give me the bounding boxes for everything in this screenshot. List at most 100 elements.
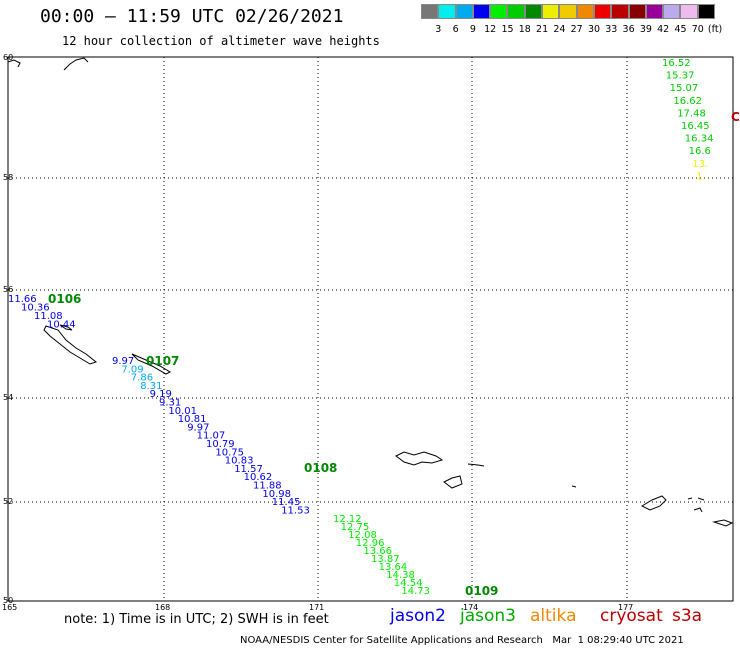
color-scale-swatches — [421, 4, 716, 19]
color-scale-label: 33 — [605, 24, 618, 35]
wave-height-value: 14.54 — [394, 578, 423, 589]
wave-height-value: 10.98 — [262, 489, 291, 500]
graticule — [8, 57, 733, 601]
wave-height-value: 11.88 — [253, 481, 282, 492]
pass-label-0106: 0106 — [48, 292, 81, 306]
color-scale-label: 27 — [570, 24, 583, 35]
legend-cryosat: cryosat — [600, 606, 663, 626]
color-swatch — [628, 4, 646, 19]
legend-s3a: s3a — [672, 606, 703, 626]
color-scale-label: 36 — [622, 24, 635, 35]
lon-label: 177 — [618, 603, 633, 612]
wave-height-value: 11.45 — [272, 497, 301, 508]
wave-height-value: 10.81 — [178, 414, 207, 425]
color-swatch — [524, 4, 543, 19]
legend-jason2: jason2 — [390, 606, 446, 626]
andreanof-2 — [693, 497, 705, 513]
color-scale-label: 6 — [452, 24, 459, 35]
wave-height-value: 7.86 — [131, 373, 153, 384]
wave-height-value: 10.36 — [21, 303, 50, 314]
wave-height-value: 9.97 — [112, 356, 134, 367]
color-swatch — [593, 4, 612, 19]
wave-height-value: 11.57 — [234, 464, 263, 475]
wave-height-value: 17.48 — [677, 108, 706, 119]
color-swatch — [663, 4, 681, 19]
wave-height-value: 10.79 — [206, 439, 235, 450]
wave-height-value: 16.45 — [681, 121, 710, 132]
color-scale-label: 70 — [691, 24, 704, 35]
lat-label: 56 — [3, 285, 13, 294]
wave-height-value: 14.38 — [386, 570, 415, 581]
color-scale-label: 30 — [587, 24, 601, 35]
lon-label: 171 — [309, 603, 324, 612]
color-swatch — [697, 4, 716, 19]
wave-height-value: 13.64 — [379, 562, 408, 573]
track-values: 11.6610.3611.0810.449.977.097.868.319.19… — [8, 58, 713, 597]
color-scale-label: 45 — [674, 24, 687, 35]
color-swatch — [611, 4, 629, 19]
wave-height-value: 15.37 — [666, 71, 695, 82]
color-scale-label: 12 — [484, 24, 497, 35]
wave-height-value: 9.97 — [187, 422, 209, 433]
wave-height-value: 13.87 — [371, 554, 400, 565]
pass-label-0108: 0108 — [304, 461, 337, 475]
wave-height-value: 10.44 — [47, 320, 76, 331]
legend-jason3: jason3 — [460, 606, 516, 626]
map-frame — [7, 56, 734, 602]
color-scale-label: 9 — [469, 24, 476, 35]
lat-label: 58 — [3, 173, 13, 182]
wave-height-value: 10.83 — [225, 456, 254, 467]
lon-label: 165 — [2, 603, 17, 612]
color-swatch — [576, 4, 594, 19]
lat-label: 54 — [3, 393, 13, 402]
wave-height-value: 12.12 — [333, 514, 362, 525]
wave-height-value: 11.07 — [197, 431, 226, 442]
page-subtitle: 12 hour collection of altimeter wave hei… — [62, 34, 380, 48]
rat-islands-1 — [467, 463, 485, 467]
medny-island — [59, 324, 73, 331]
kamchatka-coast — [7, 57, 89, 71]
lat-label: 52 — [3, 497, 13, 506]
lon-label: 168 — [155, 603, 170, 612]
wave-height-value: 15.07 — [670, 83, 699, 94]
wave-height-value: 8.31 — [140, 381, 162, 392]
wave-height-value: 14.73 — [401, 586, 430, 597]
color-scale-label: 24 — [553, 24, 566, 35]
color-scale-label: 39 — [639, 24, 652, 35]
wave-height-value: 12.75 — [341, 522, 370, 533]
color-scale: 3 6 9 12 15 18 21 24 27 30 33 36 39 42 45 70 (ft) — [421, 4, 722, 35]
wave-height-value: 11.08 — [34, 311, 63, 322]
color-swatch — [455, 4, 473, 19]
attu-coast — [395, 451, 444, 466]
color-scale-label: 15 — [501, 24, 514, 35]
color-swatch — [559, 4, 577, 19]
credit-line: NOAA/NESDIS Center for Satellite Applica… — [240, 635, 684, 646]
pass-label-c: C — [731, 110, 740, 124]
wave-height-value: 10.01 — [168, 406, 197, 417]
wave-height-value: 10.62 — [244, 472, 273, 483]
color-scale-label: (ft) — [707, 24, 723, 35]
andreanof-3 — [712, 519, 734, 527]
footer-note: note: 1) Time is in UTC; 2) SWH is in fe… — [64, 612, 329, 627]
color-scale-label: 3 — [435, 24, 442, 35]
color-scale-label: 18 — [518, 24, 531, 35]
wave-height-value: 10.75 — [215, 447, 244, 458]
near-islands — [131, 353, 172, 375]
lat-label: 60 — [3, 53, 13, 62]
rat-islands-2 — [443, 475, 463, 489]
wave-height-value: 9.19 — [150, 389, 172, 400]
coastlines — [7, 57, 734, 527]
bering-island — [43, 325, 98, 365]
color-swatch — [507, 4, 525, 19]
wave-height-value: 9.31 — [159, 398, 181, 409]
color-swatch — [680, 4, 698, 19]
lat-label: 50 — [3, 596, 13, 605]
pass-label-0109: 0109 — [465, 584, 498, 598]
color-swatch — [421, 4, 439, 19]
wave-height-value: 7.09 — [121, 364, 143, 375]
wave-height-value: 1. — [696, 171, 706, 182]
rat-islands-3 — [571, 485, 577, 488]
pass-label-0107: 0107 — [146, 354, 179, 368]
wave-height-value: 16.62 — [673, 96, 702, 107]
wave-height-value: 13.66 — [363, 546, 392, 557]
